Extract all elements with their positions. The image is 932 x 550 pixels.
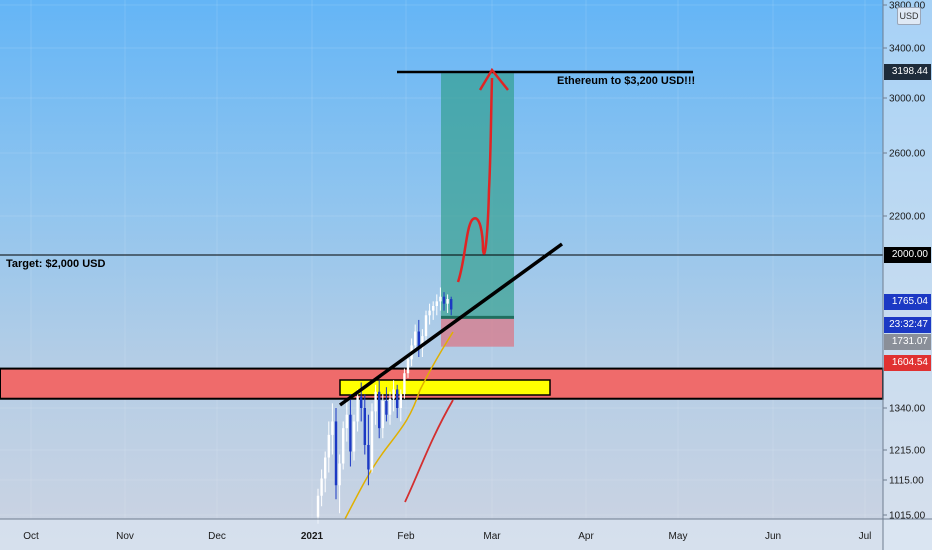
candle-body[interactable] [446, 299, 449, 304]
y-tick-label: 3800.00 [889, 1, 926, 12]
candle-body[interactable] [378, 391, 381, 429]
y-tick-label: 1340.00 [889, 404, 926, 415]
x-tick-label: Apr [578, 531, 594, 542]
x-tick-label: Nov [116, 531, 134, 542]
candle-body[interactable] [381, 401, 384, 429]
candle-body[interactable] [392, 389, 395, 399]
red-path-arrow [456, 77, 494, 283]
candle-body[interactable] [338, 463, 341, 486]
candle-body[interactable] [316, 495, 320, 517]
candle-body[interactable] [363, 408, 366, 445]
ma-long-line [404, 399, 454, 503]
candle-body[interactable] [428, 310, 431, 316]
y-tick-label: 3000.00 [889, 94, 926, 105]
candle-body[interactable] [331, 421, 334, 435]
y-tick-label: 1115.00 [889, 476, 924, 487]
candle-body[interactable] [414, 331, 417, 346]
y-tick-label: 3400.00 [889, 44, 926, 55]
candle-body[interactable] [349, 414, 352, 452]
candle-body[interactable] [403, 373, 406, 395]
trend-line[interactable] [338, 242, 564, 407]
candle-body[interactable] [385, 401, 388, 415]
candle-body[interactable] [356, 396, 359, 422]
candle-body[interactable] [367, 444, 370, 470]
currency-badge[interactable]: USD [897, 7, 921, 25]
price-tag: 3198.44 [884, 64, 931, 80]
candle-body[interactable] [388, 398, 392, 415]
candle-body[interactable] [320, 478, 323, 496]
target-annotation: Target: $2,000 USD [6, 258, 106, 270]
x-tick-label: Mar [483, 531, 501, 542]
x-tick-label: Jul [859, 531, 872, 542]
candle-body[interactable] [406, 359, 410, 374]
eth-target-annotation: Ethereum to $3,200 USD!!! [557, 75, 696, 87]
candle-body[interactable] [442, 296, 446, 304]
red-arrowhead [478, 67, 509, 91]
y-tick-label: 2200.00 [889, 212, 926, 223]
ma-short-line [344, 331, 454, 520]
x-tick-label: Dec [208, 531, 226, 542]
x-tick-label: Feb [397, 531, 415, 542]
x-tick-label: Oct [23, 531, 39, 542]
time-axis[interactable] [0, 519, 932, 550]
price-tag: 1604.54 [884, 355, 931, 371]
candle-body[interactable] [360, 396, 363, 408]
candle-body[interactable] [374, 391, 377, 412]
candle-body[interactable] [435, 301, 438, 306]
candle-body[interactable] [417, 331, 420, 348]
x-tick-label: 2021 [301, 531, 324, 542]
take-profit-zone[interactable] [441, 73, 514, 318]
price-tag: 2000.00 [884, 247, 931, 263]
y-tick-label: 1215.00 [889, 446, 926, 457]
candle-body[interactable] [345, 414, 348, 429]
price-axis[interactable] [883, 0, 932, 550]
candle-body[interactable] [396, 389, 399, 408]
price-tag: 1765.04 [884, 294, 931, 310]
price-tag: 23:32:47 [884, 317, 931, 333]
candle-body[interactable] [352, 421, 356, 452]
price-tag: 1731.07 [884, 334, 931, 350]
candle-body[interactable] [450, 299, 453, 310]
x-tick-label: Jun [765, 531, 781, 542]
y-tick-label: 1015.00 [889, 511, 926, 522]
candle-body[interactable] [399, 394, 402, 408]
candle-body[interactable] [432, 306, 435, 311]
candle-body[interactable] [334, 421, 338, 486]
y-tick-label: 2600.00 [889, 149, 926, 160]
candle-body[interactable] [324, 457, 327, 479]
candle-body[interactable] [342, 428, 345, 464]
candle-body[interactable] [424, 315, 428, 337]
candle-body[interactable] [370, 411, 374, 470]
candle-body[interactable] [439, 296, 442, 302]
candle-body[interactable] [421, 336, 424, 348]
x-tick-label: May [669, 531, 688, 542]
candle-body[interactable] [327, 434, 330, 458]
